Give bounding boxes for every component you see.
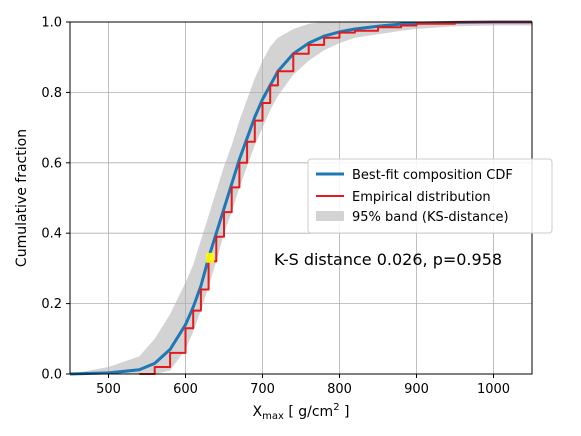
legend-label-band: 95% band (KS-distance) (352, 210, 509, 225)
legend-label-cdf: Best-fit composition CDF (352, 168, 513, 183)
x-tick-label: 500 (96, 382, 121, 397)
y-tick-label: 0.4 (41, 227, 62, 242)
legend-label-empirical: Empirical distribution (352, 190, 491, 205)
x-tick-label: 600 (173, 382, 198, 397)
x-tick-label: 800 (327, 382, 352, 397)
x-axis-title-unit-close: ] (340, 404, 350, 420)
x-axis-title-superscript: 2 (333, 402, 339, 413)
x-axis-title-subscript: max (262, 411, 284, 422)
x-tick-label: 1000 (477, 382, 510, 397)
y-tick-label: 1.0 (41, 16, 62, 31)
series-line-empirical (139, 21, 532, 375)
y-axis-ticks: 0.0 0.2 0.4 0.6 0.8 1.0 (41, 16, 70, 383)
y-tick-label: 0.0 (41, 368, 62, 383)
ks-annotation: K-S distance 0.026, p=0.958 (274, 250, 502, 269)
y-tick-label: 0.6 (41, 156, 62, 171)
x-axis-title-main: X (253, 404, 263, 420)
x-axis-title: Xmax [ g/cm2 ] (253, 402, 350, 422)
marker-layer (206, 252, 215, 263)
y-tick-label: 0.2 (41, 297, 62, 312)
y-tick-label: 0.8 (41, 86, 62, 101)
legend-box (307, 158, 553, 234)
legend-swatch-band (316, 211, 344, 221)
x-tick-label: 900 (404, 382, 429, 397)
x-axis-title-unit: [ g/cm (284, 404, 333, 420)
legend: Best-fit composition CDF Empirical distr… (307, 158, 553, 234)
x-tick-label: 700 (250, 382, 275, 397)
x-axis-ticks: 500 600 700 800 900 1000 (96, 374, 510, 397)
series-layer (69, 20, 532, 376)
series-line-cdf (69, 20, 532, 376)
y-axis-title: Cumulative fraction (14, 129, 30, 267)
highlight-marker (206, 252, 215, 263)
